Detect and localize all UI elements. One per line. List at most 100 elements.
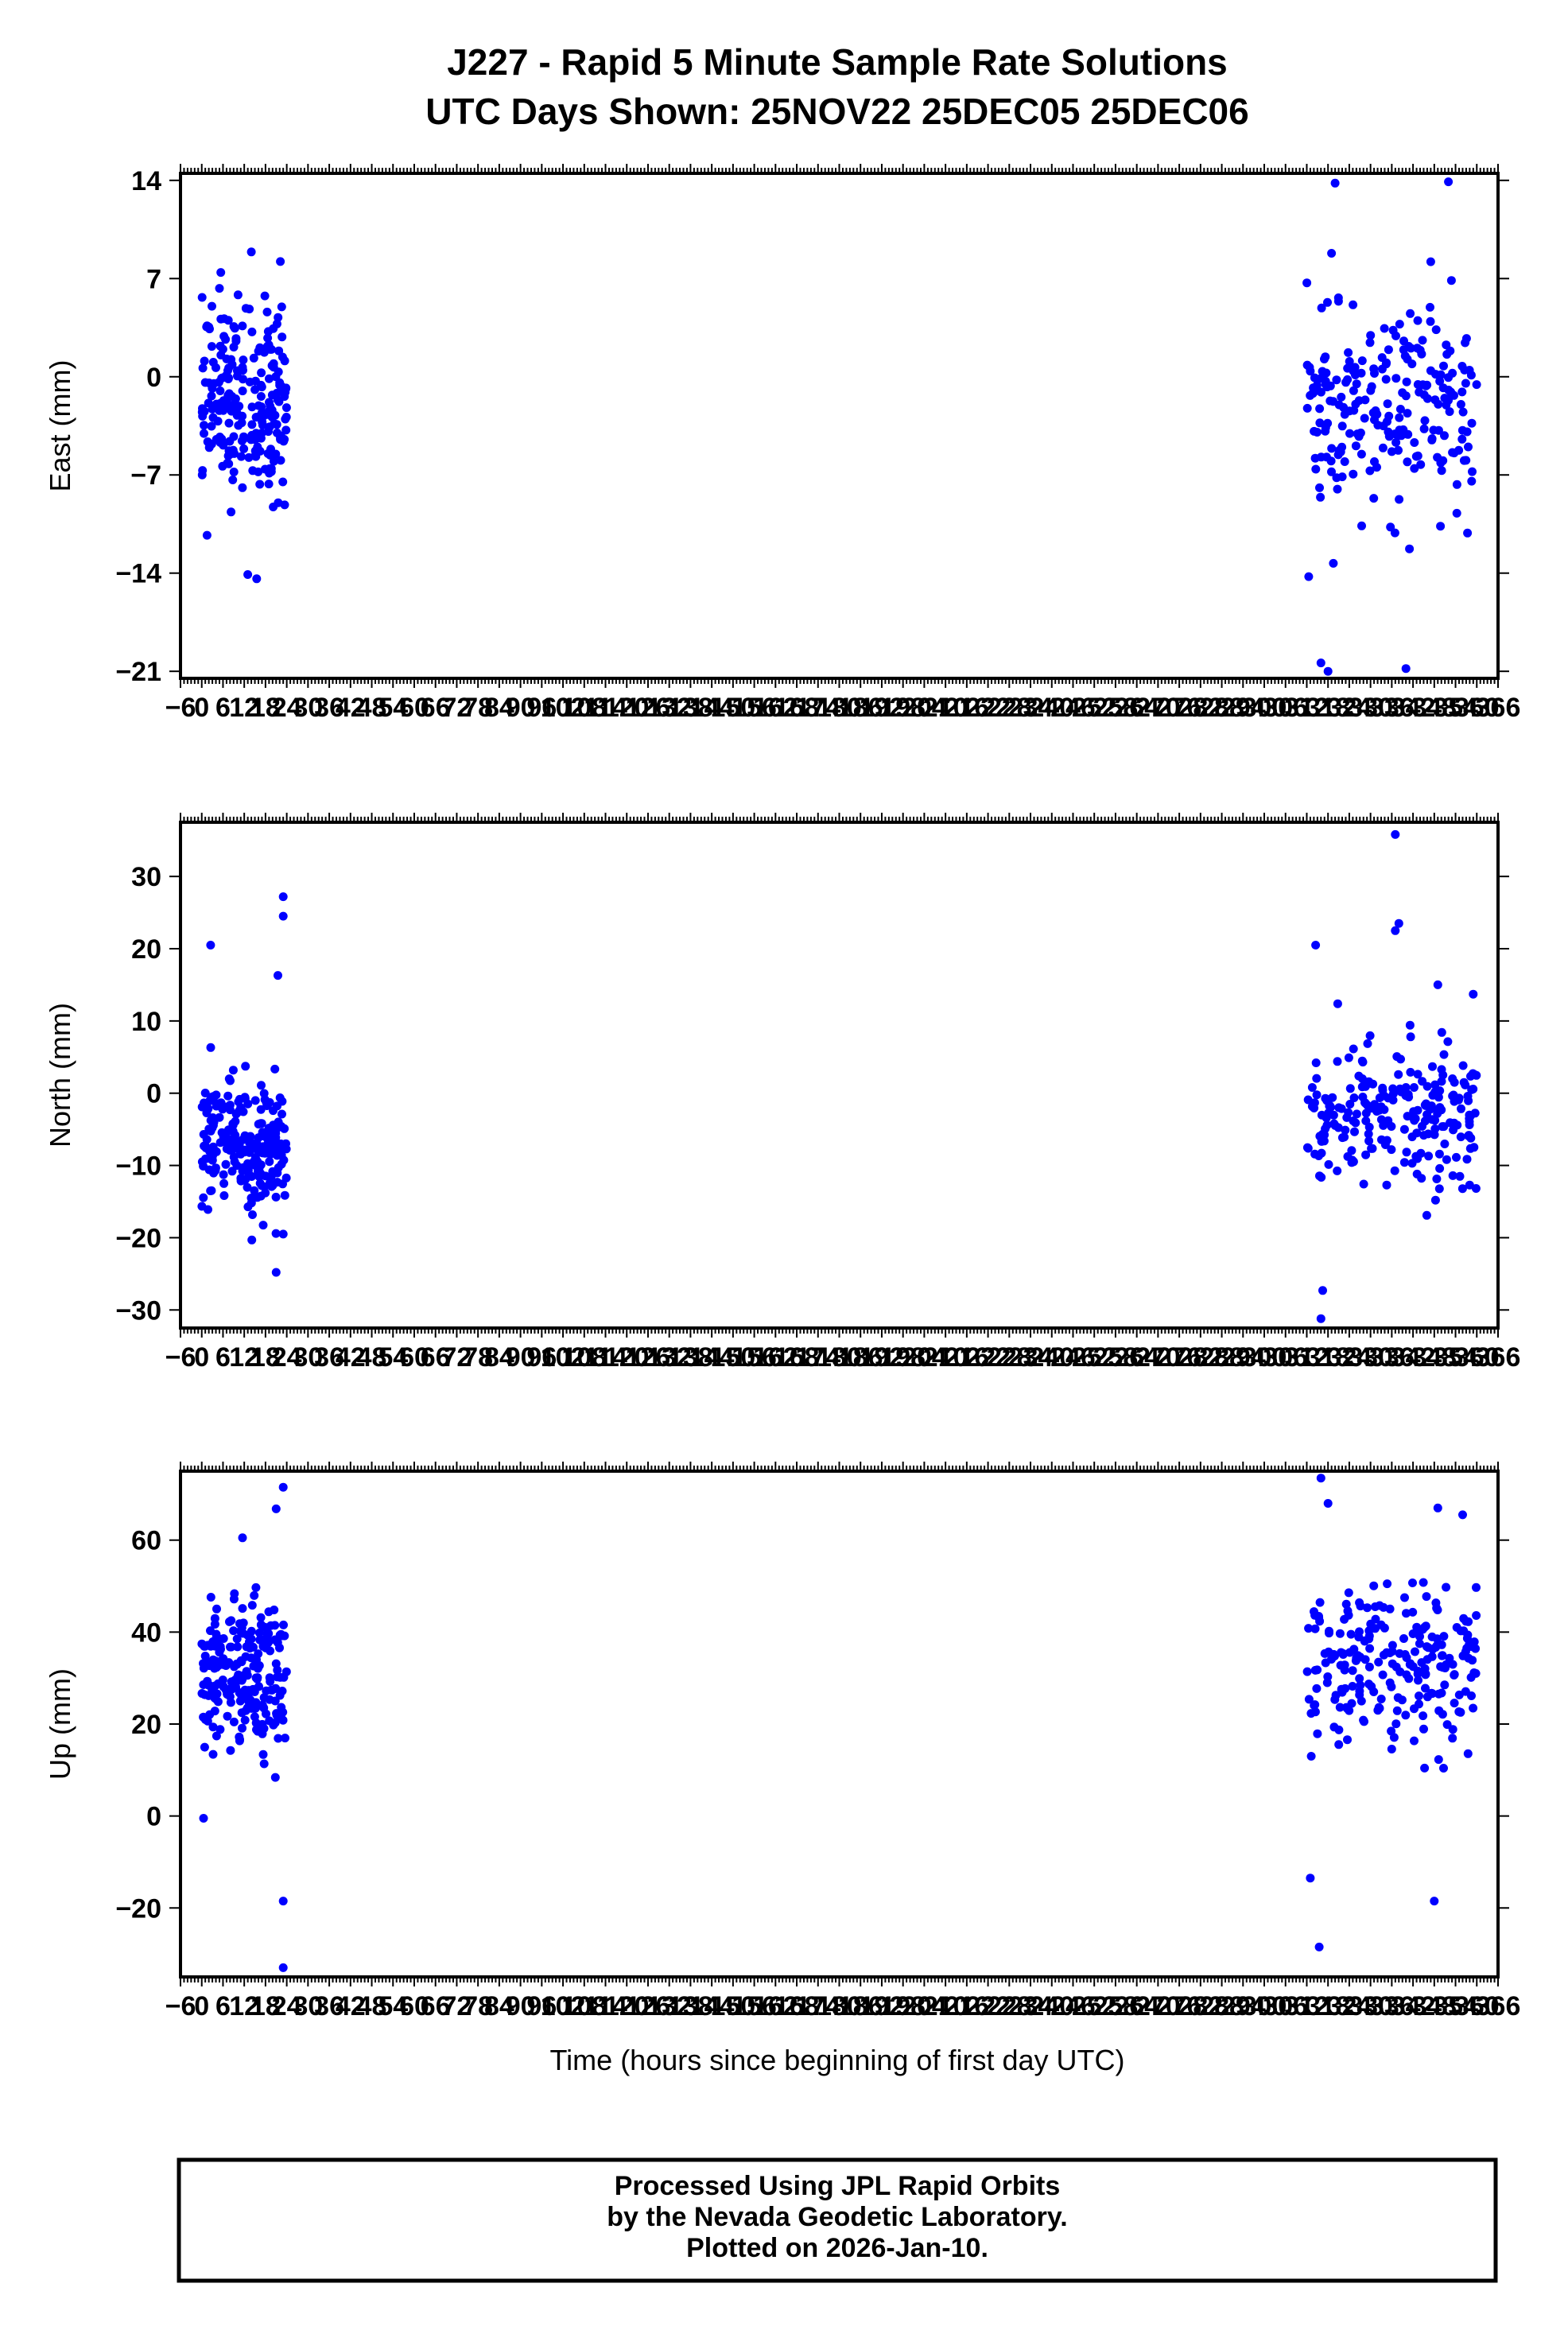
plot-frame bbox=[179, 1470, 1500, 1979]
data-point bbox=[206, 1116, 215, 1125]
y-tick-label: 0 bbox=[146, 1802, 161, 1832]
x-tick-label: 294 bbox=[1221, 1342, 1266, 1373]
data-point bbox=[1438, 1710, 1447, 1719]
data-point bbox=[1434, 1184, 1444, 1194]
data-point bbox=[1395, 1667, 1405, 1676]
data-point bbox=[265, 422, 274, 432]
data-point bbox=[1344, 1108, 1353, 1117]
data-point bbox=[1450, 449, 1459, 458]
data-point bbox=[1394, 431, 1403, 441]
data-point bbox=[1467, 418, 1477, 428]
data-point bbox=[232, 1634, 242, 1644]
y-tick-label: −21 bbox=[115, 657, 161, 687]
data-point bbox=[1376, 1695, 1386, 1703]
data-point bbox=[1330, 178, 1340, 188]
data-point bbox=[258, 1221, 268, 1230]
x-tick-label: 282 bbox=[1178, 1342, 1223, 1373]
data-point bbox=[1326, 456, 1336, 466]
data-point bbox=[1381, 375, 1391, 384]
data-point bbox=[278, 332, 287, 342]
x-tick-label: 318 bbox=[1306, 693, 1351, 723]
data-point bbox=[1315, 418, 1325, 428]
data-point bbox=[254, 1133, 263, 1143]
data-point bbox=[1405, 544, 1415, 553]
data-point bbox=[205, 1681, 215, 1691]
x-tick-label: 42 bbox=[336, 693, 366, 723]
data-point bbox=[1354, 396, 1364, 406]
data-point bbox=[211, 1163, 220, 1173]
data-point bbox=[1449, 1125, 1458, 1135]
x-tick-label: 330 bbox=[1348, 693, 1393, 723]
x-tick-label: 354 bbox=[1433, 1991, 1478, 2021]
data-point bbox=[1369, 1581, 1379, 1590]
x-tick-label: 132 bbox=[646, 693, 692, 723]
data-point bbox=[1456, 1626, 1465, 1636]
data-point bbox=[1341, 1125, 1350, 1135]
data-point bbox=[1343, 363, 1353, 373]
x-tick-label: 210 bbox=[923, 1991, 968, 2021]
data-point bbox=[1444, 373, 1453, 383]
data-point bbox=[1452, 1152, 1461, 1162]
data-point bbox=[1366, 331, 1376, 340]
data-point bbox=[1333, 450, 1343, 460]
data-point bbox=[212, 1731, 221, 1741]
data-point bbox=[1316, 658, 1325, 668]
data-point bbox=[1461, 379, 1470, 388]
data-point bbox=[234, 1097, 243, 1106]
x-tick-label: 102 bbox=[541, 1342, 586, 1373]
x-tick-label: 330 bbox=[1348, 1342, 1393, 1373]
data-point bbox=[238, 483, 247, 492]
x-tick-label: 234 bbox=[1008, 1342, 1054, 1373]
data-point bbox=[270, 1696, 280, 1706]
data-point bbox=[1311, 1058, 1321, 1067]
data-point bbox=[1351, 371, 1360, 379]
x-tick-label: 18 bbox=[250, 1991, 281, 2021]
x-tick-label: 318 bbox=[1306, 1991, 1351, 2021]
x-tick-label: 192 bbox=[860, 1991, 905, 2021]
data-point bbox=[1387, 1682, 1396, 1691]
x-tick-label: 102 bbox=[541, 1991, 586, 2021]
data-point bbox=[238, 1533, 247, 1543]
data-point bbox=[240, 1093, 250, 1103]
x-tick-label: −6 bbox=[165, 693, 196, 723]
data-point bbox=[199, 1814, 208, 1823]
data-point bbox=[1343, 1704, 1352, 1714]
data-point bbox=[1314, 1942, 1324, 1951]
data-point bbox=[278, 1963, 288, 1972]
x-tick-label: 30 bbox=[293, 1991, 323, 2021]
data-point bbox=[1337, 392, 1346, 402]
data-point bbox=[274, 1734, 283, 1743]
data-point bbox=[219, 1170, 228, 1179]
data-point bbox=[1460, 365, 1469, 375]
data-point bbox=[246, 1653, 256, 1663]
data-point bbox=[1405, 1660, 1415, 1669]
data-point bbox=[1364, 1634, 1374, 1644]
x-tick-label: 312 bbox=[1284, 1342, 1329, 1373]
data-point bbox=[1450, 1078, 1459, 1087]
data-point bbox=[1343, 375, 1353, 384]
data-point bbox=[1444, 386, 1454, 394]
data-point bbox=[1415, 1632, 1424, 1641]
x-tick-label: 300 bbox=[1242, 1991, 1287, 2021]
data-point bbox=[229, 322, 239, 332]
x-tick-label: 192 bbox=[860, 693, 905, 723]
data-point bbox=[1360, 1655, 1370, 1664]
data-point bbox=[200, 406, 209, 416]
data-point bbox=[1369, 364, 1379, 374]
data-point bbox=[263, 333, 273, 343]
data-point bbox=[1426, 316, 1435, 326]
x-tick-label: 264 bbox=[1114, 1342, 1159, 1373]
data-point bbox=[1344, 348, 1353, 357]
data-point bbox=[1348, 1682, 1357, 1691]
data-point bbox=[1454, 1690, 1464, 1699]
data-point bbox=[1356, 1602, 1365, 1611]
x-tick-label: 12 bbox=[229, 1991, 259, 2021]
data-point bbox=[1332, 375, 1341, 385]
data-point bbox=[1365, 466, 1375, 476]
data-point bbox=[200, 1714, 210, 1724]
data-point bbox=[1378, 1083, 1388, 1093]
y-tick-label: −7 bbox=[130, 460, 161, 491]
x-tick-label: 186 bbox=[838, 693, 883, 723]
data-point bbox=[1464, 442, 1473, 452]
x-tick-label: 312 bbox=[1284, 1991, 1329, 2021]
